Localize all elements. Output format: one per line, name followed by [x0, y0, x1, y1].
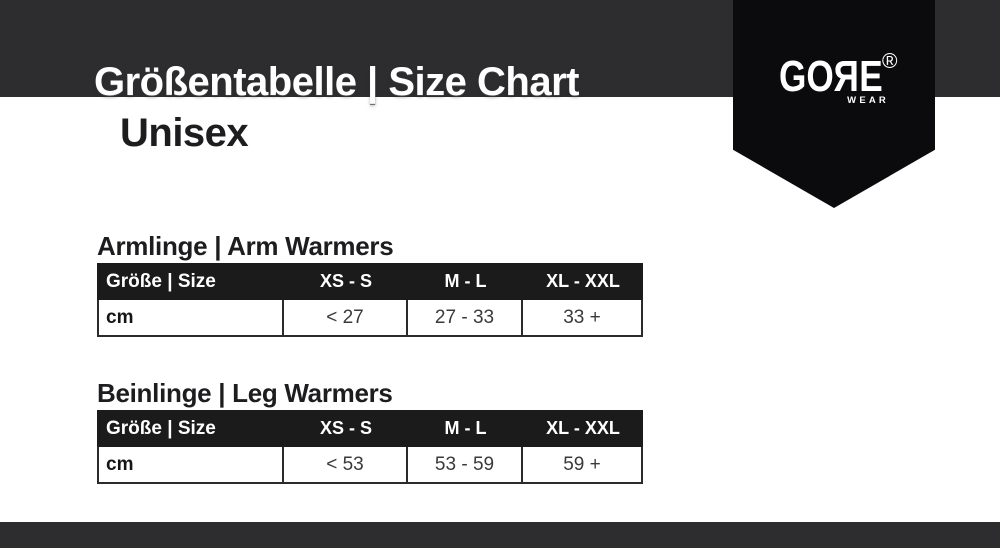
page-subtitle: Unisex — [120, 111, 249, 155]
value-cell-m-l: 53 - 59 — [408, 447, 523, 482]
brand-pennant: GORE ® WEAR — [733, 0, 935, 208]
arm-warmers-table: Größe | Size XS - S M - L XL - XXL cm < … — [97, 263, 643, 337]
header-cell-size-label: Größe | Size — [106, 417, 216, 439]
row-label-cm: cm — [99, 300, 284, 335]
table-header-row: Größe | Size XS - S M - L XL - XXL — [97, 263, 643, 300]
table-header-row: Größe | Size XS - S M - L XL - XXL — [97, 410, 643, 447]
section-heading-arm-warmers: Armlinge | Arm Warmers — [97, 231, 394, 261]
header-cell-xs-s: XS - S — [319, 418, 372, 438]
header-cell-xs-s: XS - S — [319, 271, 372, 291]
header-cell-m-l: M - L — [444, 418, 487, 438]
gore-subbrand-wear: WEAR — [847, 95, 889, 106]
bottom-footer-bar — [0, 522, 1000, 548]
gore-logo-mirrored-r: R — [833, 52, 860, 101]
header-cell-size-label: Größe | Size — [106, 270, 216, 292]
page-title: Größentabelle | Size Chart — [94, 60, 579, 104]
value-cell-xs-s: < 53 — [284, 447, 408, 482]
table-data-row: cm < 53 53 - 59 59 + — [97, 447, 643, 484]
gore-logo: GORE — [779, 52, 883, 101]
header-cell-xl-xxl: XL - XXL — [546, 418, 620, 438]
header-cell-xl-xxl: XL - XXL — [546, 271, 620, 291]
header-cell-m-l: M - L — [444, 271, 487, 291]
value-cell-xs-s: < 27 — [284, 300, 408, 335]
gore-logo-prefix: GO — [779, 52, 834, 101]
value-cell-m-l: 27 - 33 — [408, 300, 523, 335]
row-label-cm: cm — [99, 447, 284, 482]
gore-logo-suffix: E — [859, 52, 883, 101]
section-heading-leg-warmers: Beinlinge | Leg Warmers — [97, 378, 393, 408]
value-cell-xl-xxl: 33 + — [563, 306, 601, 328]
registered-trademark-icon: ® — [882, 50, 898, 73]
value-cell-xl-xxl: 59 + — [563, 453, 601, 475]
leg-warmers-table: Größe | Size XS - S M - L XL - XXL cm < … — [97, 410, 643, 484]
table-data-row: cm < 27 27 - 33 33 + — [97, 300, 643, 337]
